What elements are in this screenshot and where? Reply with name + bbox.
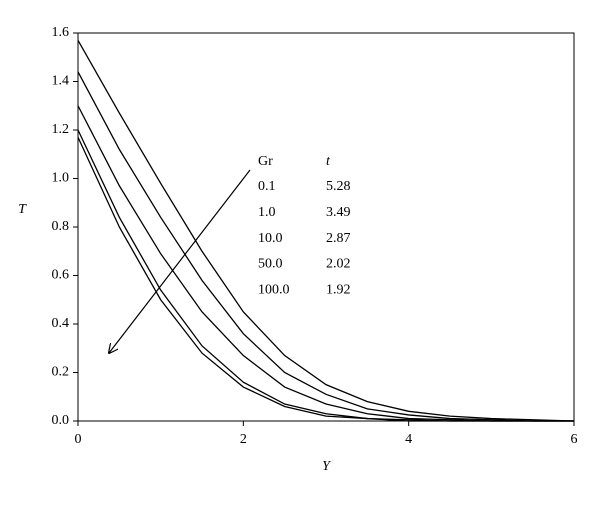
y-tick-label: 1.2	[52, 122, 70, 137]
annotation-cell: 3.49	[326, 205, 351, 220]
x-tick-label: 2	[240, 432, 247, 447]
annotation-cell: 1.92	[326, 282, 351, 297]
annotation-cell: 2.02	[326, 257, 351, 272]
line	[77, 137, 574, 422]
y-tick-label: 0.4	[52, 316, 70, 331]
annotation-header: t	[326, 154, 331, 169]
line	[77, 39, 575, 422]
line	[77, 71, 574, 422]
annotation-cell: 5.28	[326, 179, 351, 194]
annotation-cell: 1.0	[258, 205, 276, 220]
y-tick-label: 0.8	[52, 219, 70, 234]
arrow	[109, 169, 251, 353]
annotation-header: Gr	[258, 154, 273, 169]
x-tick-label: 0	[75, 432, 82, 447]
x-tick-label: 6	[571, 432, 578, 447]
y-axis-label: T	[18, 202, 27, 217]
plot-frame	[77, 32, 575, 422]
annotation-cell: 10.0	[258, 231, 283, 246]
y-tick-label: 1.4	[52, 74, 70, 89]
x-axis-label: Y	[322, 459, 332, 474]
annotation-cell: 2.87	[326, 231, 351, 246]
line	[77, 129, 574, 422]
y-tick-label: 0.0	[52, 413, 70, 428]
y-tick-label: 0.6	[52, 268, 70, 283]
annotation-cell: 100.0	[258, 282, 290, 297]
annotation-cell: 50.0	[258, 257, 283, 272]
x-tick-label: 4	[405, 432, 412, 447]
y-tick-label: 0.2	[52, 365, 70, 380]
y-tick-label: 1.0	[52, 171, 70, 186]
y-tick-label: 1.6	[52, 25, 70, 40]
annotation-cell: 0.1	[258, 179, 276, 194]
